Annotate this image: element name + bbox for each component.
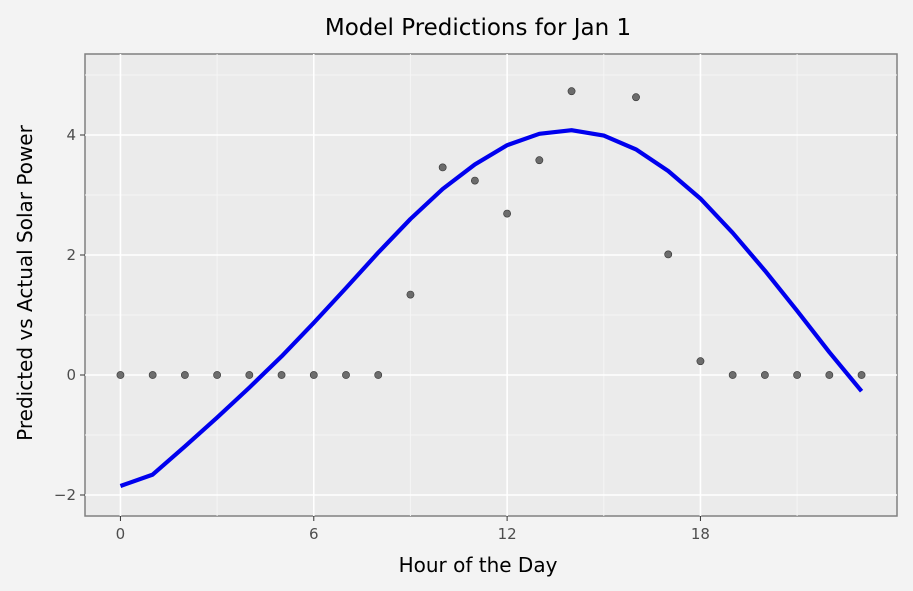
actual-point: [277, 371, 286, 379]
actual-point: [632, 93, 640, 102]
actual-point: [664, 250, 673, 259]
actual-point: [374, 371, 383, 379]
y-tick-label: −2: [54, 486, 76, 504]
actual-point: [728, 371, 737, 379]
x-tick-label: 18: [691, 525, 710, 543]
actual-point: [503, 209, 512, 218]
y-axis-label: Predicted vs Actual Solar Power: [13, 124, 37, 440]
x-tick-label: 6: [309, 525, 319, 543]
actual-point: [148, 371, 157, 379]
actual-point: [406, 290, 415, 299]
actual-point: [309, 371, 318, 379]
actual-point: [342, 371, 350, 379]
actual-point: [825, 371, 834, 379]
actual-point: [696, 357, 705, 366]
y-tick-label: 2: [66, 246, 76, 264]
grid-minor: [85, 54, 897, 516]
y-tick-label: 4: [66, 126, 76, 144]
actual-point: [116, 371, 125, 379]
y-tick-label: 0: [66, 366, 76, 384]
plot-panel: [84, 53, 898, 517]
x-axis-label: Hour of the Day: [399, 553, 558, 577]
prediction-line: [119, 128, 864, 488]
chart-marks: [116, 87, 866, 488]
x-tick-label: 0: [116, 525, 126, 543]
actual-point: [245, 371, 254, 379]
y-axis-ticks: −2 0 2 4: [54, 126, 85, 504]
actual-point: [213, 371, 222, 379]
actual-point: [567, 87, 576, 96]
chart-title: Model Predictions for Jan 1: [325, 15, 631, 41]
actual-point: [470, 176, 479, 185]
x-tick-label: 12: [498, 525, 517, 543]
actual-point: [857, 371, 866, 379]
actual-point: [535, 156, 544, 165]
actual-point: [438, 163, 447, 172]
actual-point: [793, 371, 802, 379]
x-axis-ticks: 0 6 12 18: [116, 516, 710, 543]
actual-point: [180, 371, 189, 379]
actual-point: [760, 371, 769, 379]
